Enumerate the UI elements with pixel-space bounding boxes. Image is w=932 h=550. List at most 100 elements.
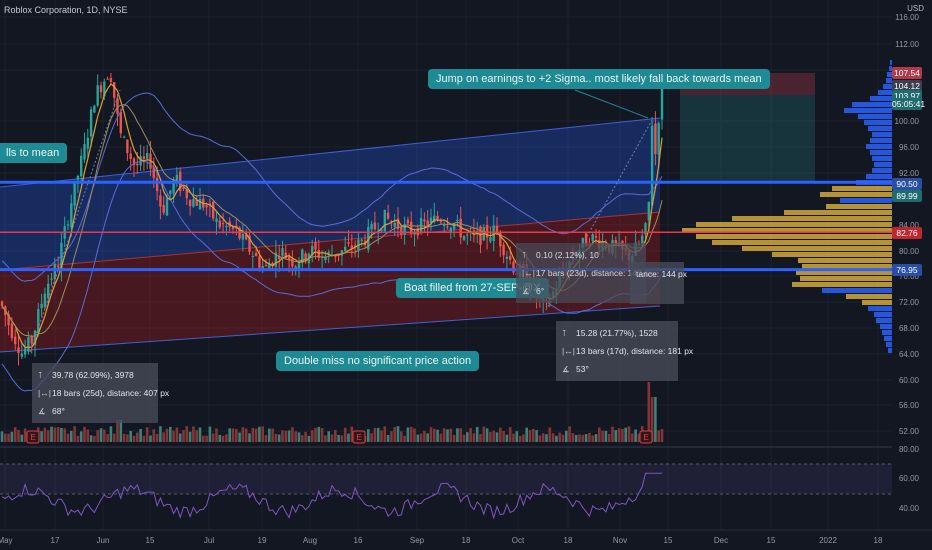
volume-bar [0, 431, 4, 442]
volume-profile-row [864, 120, 892, 125]
volume-bar [482, 426, 486, 442]
annotation-earnings-jump[interactable]: Jump on earnings to +2 Sigma.. most like… [428, 69, 770, 89]
volume-bar [380, 430, 383, 442]
volume-bar [436, 429, 439, 442]
candle-body [258, 256, 261, 268]
candle-body [251, 256, 254, 258]
candle-body [327, 252, 330, 254]
volume-bar [439, 433, 443, 442]
candle-body [56, 266, 60, 268]
candle-body [383, 209, 386, 232]
candle-body [301, 249, 304, 264]
annotation-boat-filled[interactable]: Boat filled from 27-SEP-@X [396, 278, 549, 298]
candle-body [103, 81, 106, 97]
volume-bar [419, 433, 423, 442]
measure-2-price: 0.10 (2.12%), 10 [536, 250, 599, 260]
candle-body [152, 167, 155, 178]
volume-bar [584, 434, 588, 442]
volume-profile-row [870, 96, 892, 101]
candle-body [479, 226, 482, 245]
rsi-axis-tick: 60.00 [899, 474, 920, 483]
angle-icon: ∡ [522, 286, 530, 296]
volume-profile-row [870, 138, 892, 143]
volume-bar [307, 435, 311, 442]
volume-profile-row [886, 342, 892, 347]
volume-profile-row [874, 162, 892, 167]
price-tag: 82.76 [892, 227, 922, 239]
volume-profile-row [800, 276, 892, 281]
volume-bar [145, 427, 149, 442]
volume-bar [538, 435, 542, 442]
measure-2-bars: 17 bars (23d), distance: 143 px [536, 268, 654, 278]
volume-bar [228, 428, 231, 442]
candle-body [449, 227, 452, 232]
volume-bar [60, 427, 63, 442]
measure-box-2[interactable]: ⊺ 0.10 (2.12%), 10 |↔|17 bars (23d), dist… [516, 243, 653, 303]
volume-bar [660, 429, 664, 442]
volume-bar [261, 426, 264, 442]
measure-1-angle: 68° [52, 406, 65, 416]
candle-body [278, 255, 281, 260]
candle-body [126, 139, 129, 153]
volume-bar [268, 428, 271, 442]
candle-body [231, 226, 235, 229]
volume-bar [192, 426, 195, 442]
volume-profile-row [732, 216, 892, 221]
candle-body [423, 219, 426, 222]
price-tag: 104.12 [892, 80, 922, 92]
annotation-double-miss[interactable]: Double miss no significant price action [276, 351, 480, 371]
candle-body [647, 201, 650, 220]
time-axis-tick: 15 [146, 536, 155, 545]
candle-body [195, 199, 198, 206]
volume-bar [155, 433, 159, 442]
price-axis-tick: 100.00 [895, 117, 920, 126]
bollinger-upper [1, 92, 663, 282]
candle-body [287, 256, 291, 260]
candle-body [225, 226, 228, 228]
angle-icon: ∡ [562, 364, 570, 374]
candle-body [96, 85, 99, 106]
volume-profile-row [889, 66, 892, 71]
candle-body [311, 245, 314, 256]
volume-bar [634, 429, 637, 442]
volume-bar [522, 434, 525, 442]
volume-bar [20, 434, 24, 442]
volume-profile-row [792, 282, 892, 287]
measure-box-1[interactable]: ⊺ 39.78 (62.09%), 3978 |↔|18 bars (25d), … [32, 363, 169, 423]
volume-bar [142, 435, 146, 442]
annotation-falls-to-mean[interactable]: lls to mean [0, 143, 68, 163]
volume-bar [413, 428, 416, 442]
volume-bar [456, 428, 459, 442]
candle-body [443, 224, 446, 226]
measure-box-4[interactable]: ⊺ 15.28 (21.77%), 1528 |↔|13 bars (17d), … [556, 321, 693, 381]
candle-body [70, 203, 73, 228]
measure-4-bars: 13 bars (17d), distance: 181 px [576, 346, 694, 356]
volume-bar [10, 431, 14, 442]
price-axis-tick: 112.00 [895, 40, 919, 49]
volume-bar [218, 434, 222, 442]
bars-icon: |↔| [38, 388, 51, 398]
candle-body [284, 252, 287, 259]
volume-bar [116, 420, 119, 442]
bars-icon: |↔| [562, 346, 575, 356]
volume-bar [310, 430, 314, 442]
volume-bar [558, 432, 561, 442]
time-axis-tick: Oct [512, 536, 525, 545]
candle-body [304, 253, 307, 260]
measure-box-3[interactable]: tance: 144 px [630, 262, 688, 304]
measure-2-angle: 6° [536, 286, 545, 296]
bollinger-lower [1, 160, 663, 392]
volume-profile-row [796, 270, 892, 275]
bars-icon: |↔| [522, 268, 535, 278]
measure-3-distance: tance: 144 px [636, 269, 688, 279]
volume-bar [337, 434, 340, 442]
volume-profile-row [844, 108, 892, 113]
candle-body [129, 153, 132, 159]
volume-bar [103, 429, 106, 442]
candle-body [581, 237, 584, 248]
measure-1-bars: 18 bars (25d), distance: 407 px [52, 388, 170, 398]
volume-bar [83, 426, 86, 442]
candle-body [502, 244, 505, 256]
candle-body [614, 240, 617, 246]
